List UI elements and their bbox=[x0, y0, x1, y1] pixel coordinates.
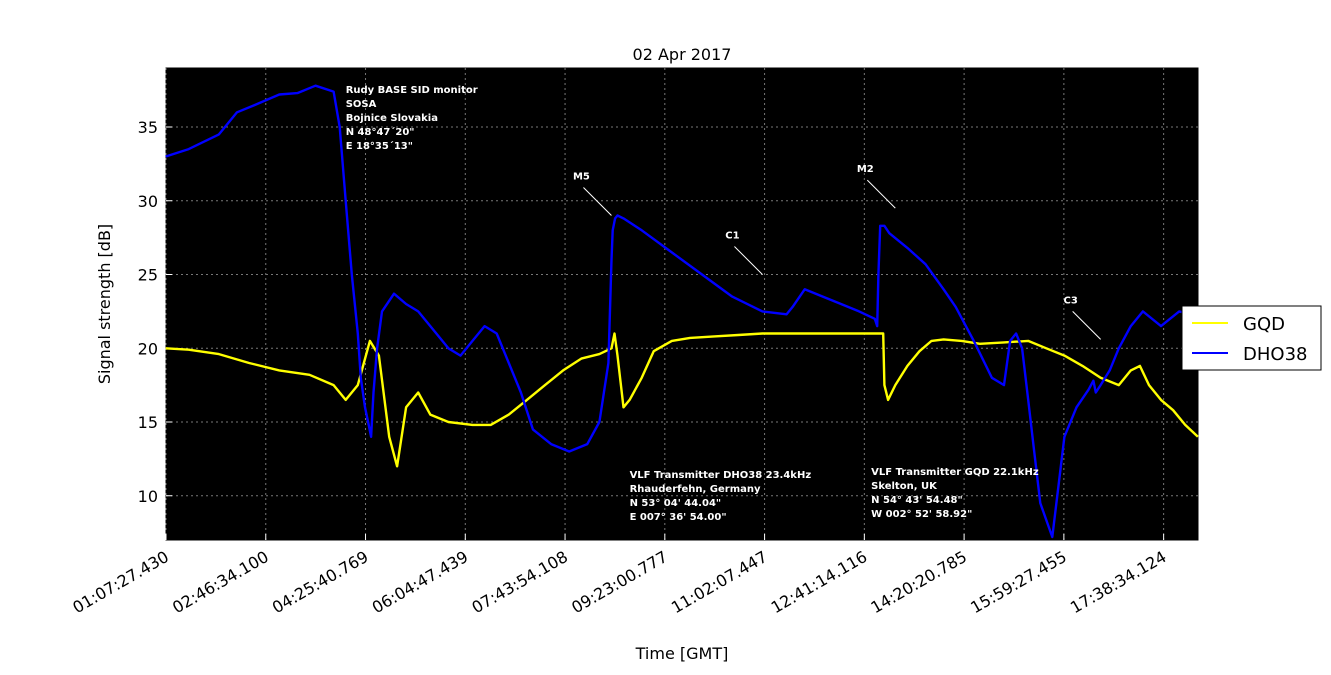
annotation-pointer bbox=[866, 179, 896, 209]
legend-label: DHO38 bbox=[1243, 344, 1307, 365]
info-text-line: E 007° 36' 54.00" bbox=[630, 512, 727, 523]
info-text-line: N 53° 04' 44.04" bbox=[630, 498, 722, 509]
x-tick-label: 15:59:27.455 bbox=[967, 547, 1070, 617]
y-tick-label: 15 bbox=[138, 413, 158, 432]
legend-box bbox=[1181, 305, 1322, 371]
grid bbox=[165, 68, 1198, 540]
y-tick-label: 20 bbox=[138, 339, 158, 358]
annotation-label: M2 bbox=[857, 164, 874, 175]
info-text-line: SOSA bbox=[346, 99, 377, 110]
x-tick-label: 14:20:20.785 bbox=[868, 547, 971, 617]
x-axis-label: Time [GMT] bbox=[635, 644, 729, 663]
x-tick-label: 04:25:40.769 bbox=[269, 547, 372, 617]
series-line-dho38 bbox=[165, 84, 1199, 539]
y-tick-labels: 10 15 20 25 30 35 bbox=[138, 118, 158, 506]
x-tick-label: 17:38:34.124 bbox=[1067, 547, 1170, 617]
info-text-line: VLF Transmitter GQD 22.1kHz bbox=[871, 467, 1039, 478]
x-tick-labels: 01:07:27.43002:46:34.10004:25:40.76906:0… bbox=[69, 547, 1169, 617]
info-text-line: Rhauderfehn, Germany bbox=[630, 484, 761, 495]
legend: GQD DHO38 bbox=[1181, 305, 1322, 371]
text-box-layer: Rudy BASE SID monitor SOSA Bojnice Slovaki… bbox=[346, 85, 1039, 523]
annotation-layer: M5 C1 M2 C3 bbox=[573, 164, 1102, 340]
x-tick-label: 02:46:34.100 bbox=[169, 547, 272, 617]
info-text-line: N 54° 43' 54.48" bbox=[871, 495, 963, 506]
y-tick-label: 35 bbox=[138, 118, 158, 137]
x-tick-label: 09:23:00.777 bbox=[568, 547, 671, 617]
x-tick-label: 07:43:54.108 bbox=[468, 547, 571, 617]
series-line-gqd bbox=[165, 332, 1199, 468]
x-tick-label: 12:41:14.116 bbox=[768, 547, 871, 617]
info-text-line: N 48°47´20" bbox=[346, 126, 415, 138]
info-text-line: E 18°35´13" bbox=[346, 140, 413, 152]
y-tick-label: 10 bbox=[138, 487, 158, 506]
annotation-pointer bbox=[583, 187, 612, 216]
info-text-line: Rudy BASE SID monitor bbox=[346, 85, 478, 96]
y-tick-label: 30 bbox=[138, 192, 158, 211]
x-tick-label: 01:07:27.430 bbox=[69, 547, 172, 617]
x-tick-label: 11:02:07.447 bbox=[668, 547, 771, 617]
annotation-pointer bbox=[1072, 311, 1102, 340]
y-tick-label: 25 bbox=[138, 266, 158, 285]
plot-area bbox=[165, 67, 1199, 541]
info-text-line: W 002° 52' 58.92" bbox=[871, 509, 972, 520]
chart-title: 02 Apr 2017 bbox=[633, 45, 732, 64]
legend-label: GQD bbox=[1243, 314, 1285, 335]
info-text-line: Bojnice Slovakia bbox=[346, 113, 438, 124]
x-tick-label: 06:04:47.439 bbox=[369, 547, 472, 617]
annotation-label: C1 bbox=[725, 231, 739, 242]
info-text-line: VLF Transmitter DHO38 23.4kHz bbox=[630, 470, 812, 481]
annotation-pointer bbox=[734, 246, 763, 275]
y-axis-label: Signal strength [dB] bbox=[95, 224, 114, 384]
info-text-line: Skelton, UK bbox=[871, 481, 938, 492]
series-layer bbox=[165, 84, 1199, 539]
annotation-label: M5 bbox=[573, 172, 590, 183]
annotation-label: C3 bbox=[1064, 295, 1078, 306]
